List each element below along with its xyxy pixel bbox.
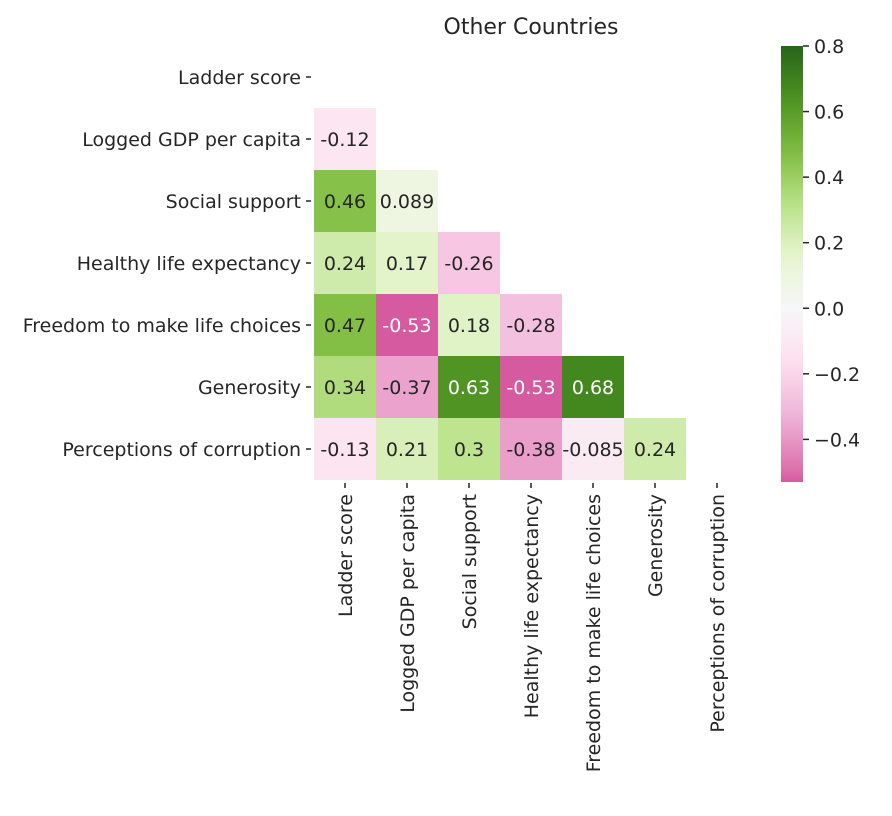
heatmap-cell (562, 356, 624, 418)
colorbar-tick-label: −0.4 (814, 429, 860, 451)
cell-value-label: -0.28 (506, 315, 555, 337)
heatmap-cell (376, 418, 438, 480)
heatmap-cell (314, 108, 376, 170)
x-tick-label: Generosity (645, 494, 667, 597)
cell-value-label: 0.46 (324, 191, 366, 213)
cell-value-label: -0.13 (320, 439, 369, 461)
y-tick-label: Logged GDP per capita (82, 129, 301, 151)
cell-value-label: -0.38 (506, 439, 555, 461)
heatmap-cell-labels: -0.12 0.46 0.089 0.24 0.17 -0.26 0.47 -0.53 0.18… (320, 129, 676, 461)
heatmap-cell (314, 232, 376, 294)
heatmap-cell (376, 294, 438, 356)
cell-value-label: -0.37 (382, 377, 431, 399)
colorbar-tick-label: 0.8 (814, 36, 844, 58)
heatmap-cell (562, 418, 624, 480)
cell-value-label: -0.12 (320, 129, 369, 151)
x-tick-label: Logged GDP per capita (397, 494, 419, 713)
cell-value-label: 0.63 (448, 377, 490, 399)
heatmap-cell (376, 232, 438, 294)
y-tick-label: Perceptions of corruption (62, 439, 301, 461)
x-tick-label: Freedom to make life choices (583, 494, 605, 772)
cell-value-label: -0.26 (444, 253, 493, 275)
heatmap-cell (624, 418, 686, 480)
heatmap-cell (500, 356, 562, 418)
cell-value-label: 0.21 (386, 439, 428, 461)
cell-value-label: 0.34 (324, 377, 366, 399)
chart-title: Other Countries (444, 15, 619, 40)
x-axis: Ladder score Logged GDP per capita Social … (335, 483, 729, 772)
colorbar-tick-label: 0.4 (814, 167, 844, 189)
x-tick-label: Healthy life expectancy (521, 494, 543, 718)
colorbar: 0.8 0.6 0.4 0.2 0.0 −0.2 −0.4 (781, 36, 860, 482)
cell-value-label: -0.53 (382, 315, 431, 337)
heatmap-cell (438, 356, 500, 418)
cell-value-label: 0.17 (386, 253, 428, 275)
colorbar-tick-label: −0.2 (814, 364, 860, 386)
heatmap-cell (314, 294, 376, 356)
heatmap-cell (376, 170, 438, 232)
y-tick-label: Freedom to make life choices (23, 315, 301, 337)
cell-value-label: -0.085 (562, 439, 623, 461)
cell-value-label: -0.53 (506, 377, 555, 399)
colorbar-tick-label: 0.6 (814, 102, 844, 124)
heatmap-cell (438, 232, 500, 294)
heatmap-cell (314, 418, 376, 480)
colorbar-tick-label: 0.2 (814, 233, 844, 255)
heatmap-cell (500, 418, 562, 480)
heatmap-cell (438, 294, 500, 356)
colorbar-gradient (781, 46, 803, 482)
heatmap-cell (314, 170, 376, 232)
cell-value-label: 0.089 (380, 191, 434, 213)
cell-value-label: 0.47 (324, 315, 366, 337)
cell-value-label: 0.68 (572, 377, 614, 399)
y-axis: Ladder score Logged GDP per capita Social … (23, 67, 311, 461)
x-tick-label: Ladder score (335, 494, 357, 617)
heatmap-cell (376, 356, 438, 418)
colorbar-tick-label: 0.0 (814, 298, 844, 320)
x-tick-label: Social support (459, 494, 481, 629)
cell-value-label: 0.24 (324, 253, 366, 275)
y-tick-label: Ladder score (178, 67, 301, 89)
heatmap-cell (314, 356, 376, 418)
heatmap-cell (500, 294, 562, 356)
y-tick-label: Generosity (198, 377, 301, 399)
cell-value-label: 0.3 (454, 439, 484, 461)
cell-value-label: 0.18 (448, 315, 490, 337)
y-tick-label: Healthy life expectancy (77, 253, 301, 275)
heatmap-cell (438, 418, 500, 480)
x-tick-label: Perceptions of corruption (707, 494, 729, 733)
y-tick-label: Social support (166, 191, 301, 213)
cell-value-label: 0.24 (634, 439, 676, 461)
heatmap-cells (314, 108, 686, 480)
